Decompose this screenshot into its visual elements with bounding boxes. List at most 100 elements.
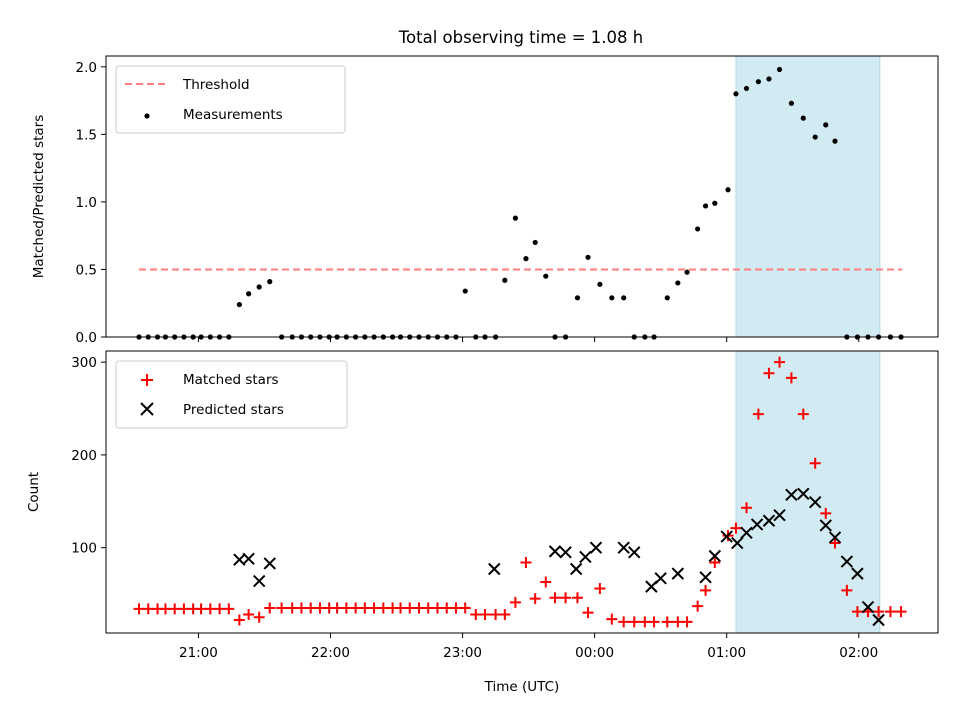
measurement-point: [462, 288, 468, 294]
matched-point: [730, 522, 742, 534]
matched-point: [413, 602, 425, 614]
y-tick-label-bottom: 100: [71, 541, 97, 557]
matched-point: [490, 608, 502, 620]
predicted-point: [569, 562, 583, 576]
x-tick-label: 02:00: [839, 645, 878, 661]
x-tick-label: 00:00: [575, 645, 614, 661]
y-tick-label-top: 1.0: [76, 195, 97, 211]
predicted-point: [720, 530, 733, 543]
matched-point: [204, 603, 216, 615]
matched-point: [305, 602, 317, 614]
matched-point: [295, 602, 307, 614]
measurement-point: [712, 200, 718, 206]
matched-point: [692, 600, 704, 612]
legend-measurements-label: Measurements: [183, 107, 283, 123]
predicted-point: [699, 571, 712, 584]
matched-point: [763, 367, 775, 379]
matched-point: [223, 603, 235, 615]
predicted-point: [808, 495, 822, 509]
predicted-point: [654, 572, 667, 585]
axes-frame-top: [105, 55, 939, 338]
matched-point: [368, 602, 380, 614]
matched-point: [276, 602, 288, 614]
x-tick-label: 23:00: [443, 645, 482, 661]
measurement-point: [585, 254, 591, 260]
matched-point: [571, 592, 583, 604]
predicted-point: [750, 518, 764, 531]
matched-point: [243, 608, 255, 620]
top-panel: 0.00.51.01.52.0 Matched/Predicted stars …: [31, 55, 939, 346]
y-tick-label-top: 1.5: [76, 127, 97, 143]
y-tick-label-top: 0.0: [76, 330, 97, 346]
measurement-point: [543, 273, 549, 279]
predicted-point: [731, 536, 744, 550]
legend-box-top: [115, 65, 346, 134]
matched-point: [178, 603, 190, 615]
matched-point: [829, 537, 841, 549]
predicted-point: [797, 487, 810, 501]
predicted-point: [548, 545, 562, 558]
predicted-point: [559, 546, 572, 559]
chart-title: Total observing time = 1.08 h: [398, 28, 643, 47]
matched-point: [841, 584, 853, 596]
matched-point: [253, 611, 265, 623]
measurement-point: [800, 115, 806, 121]
predicted-point: [242, 552, 255, 565]
y-axis-label-bottom: Count: [26, 472, 42, 512]
matched-point: [214, 603, 226, 615]
y-tick-label-top: 0.5: [76, 262, 97, 278]
measurement-point: [523, 256, 529, 262]
predicted-point: [589, 541, 603, 554]
bottom-panel: 100 200 300 21:00 22:00 23:00 00:00 01:00 02:00…: [26, 350, 939, 695]
measurement-point: [597, 281, 603, 287]
measurement-point: [512, 215, 518, 221]
measurement-point: [236, 301, 242, 308]
measurement-point: [755, 79, 761, 85]
matched-point: [264, 602, 276, 614]
matched-point: [851, 606, 863, 618]
measurement-point: [812, 134, 818, 140]
x-tick-label: 21:00: [179, 645, 218, 661]
legend-matched-swatch: [141, 374, 153, 386]
predicted-point: [872, 613, 885, 627]
measurement-point: [256, 284, 262, 290]
measurement-point: [695, 226, 701, 232]
measurement-point: [766, 76, 772, 82]
matched-point: [404, 602, 416, 614]
measurement-point: [823, 122, 829, 128]
matched-point: [509, 596, 521, 608]
legend-predicted-label: Predicted stars: [183, 402, 284, 418]
matched-point: [450, 602, 462, 614]
measurement-point: [609, 295, 615, 301]
matched-point: [422, 602, 434, 614]
matched-point: [785, 372, 797, 384]
predicted-point: [773, 508, 786, 522]
matched-point: [820, 507, 832, 519]
matched-point: [520, 557, 532, 568]
legend-top: Threshold Measurements: [115, 65, 346, 134]
y-tick-label-top: 2.0: [76, 60, 97, 76]
predicted-point: [488, 562, 501, 576]
legend-box-bottom: [115, 360, 348, 429]
matched-point: [549, 592, 561, 604]
matched-point: [618, 616, 630, 628]
matched-point: [169, 603, 181, 615]
matched-point: [884, 606, 896, 618]
y-tick-label-bottom: 300: [71, 355, 97, 371]
matched-point: [709, 557, 721, 568]
predicted-point: [851, 567, 864, 580]
matched-point: [648, 616, 660, 628]
predicted-point: [263, 557, 276, 570]
shaded-region-bottom: [735, 350, 881, 634]
measurement-point: [702, 203, 709, 209]
matched-point: [639, 616, 651, 628]
measurement-point: [776, 66, 783, 73]
shaded-region-top: [735, 55, 881, 338]
matched-point: [752, 408, 764, 420]
matched-point: [395, 602, 407, 614]
measurement-point: [621, 295, 627, 301]
matched-point: [499, 608, 511, 620]
matched-point: [377, 602, 389, 614]
measurement-point: [502, 277, 508, 283]
